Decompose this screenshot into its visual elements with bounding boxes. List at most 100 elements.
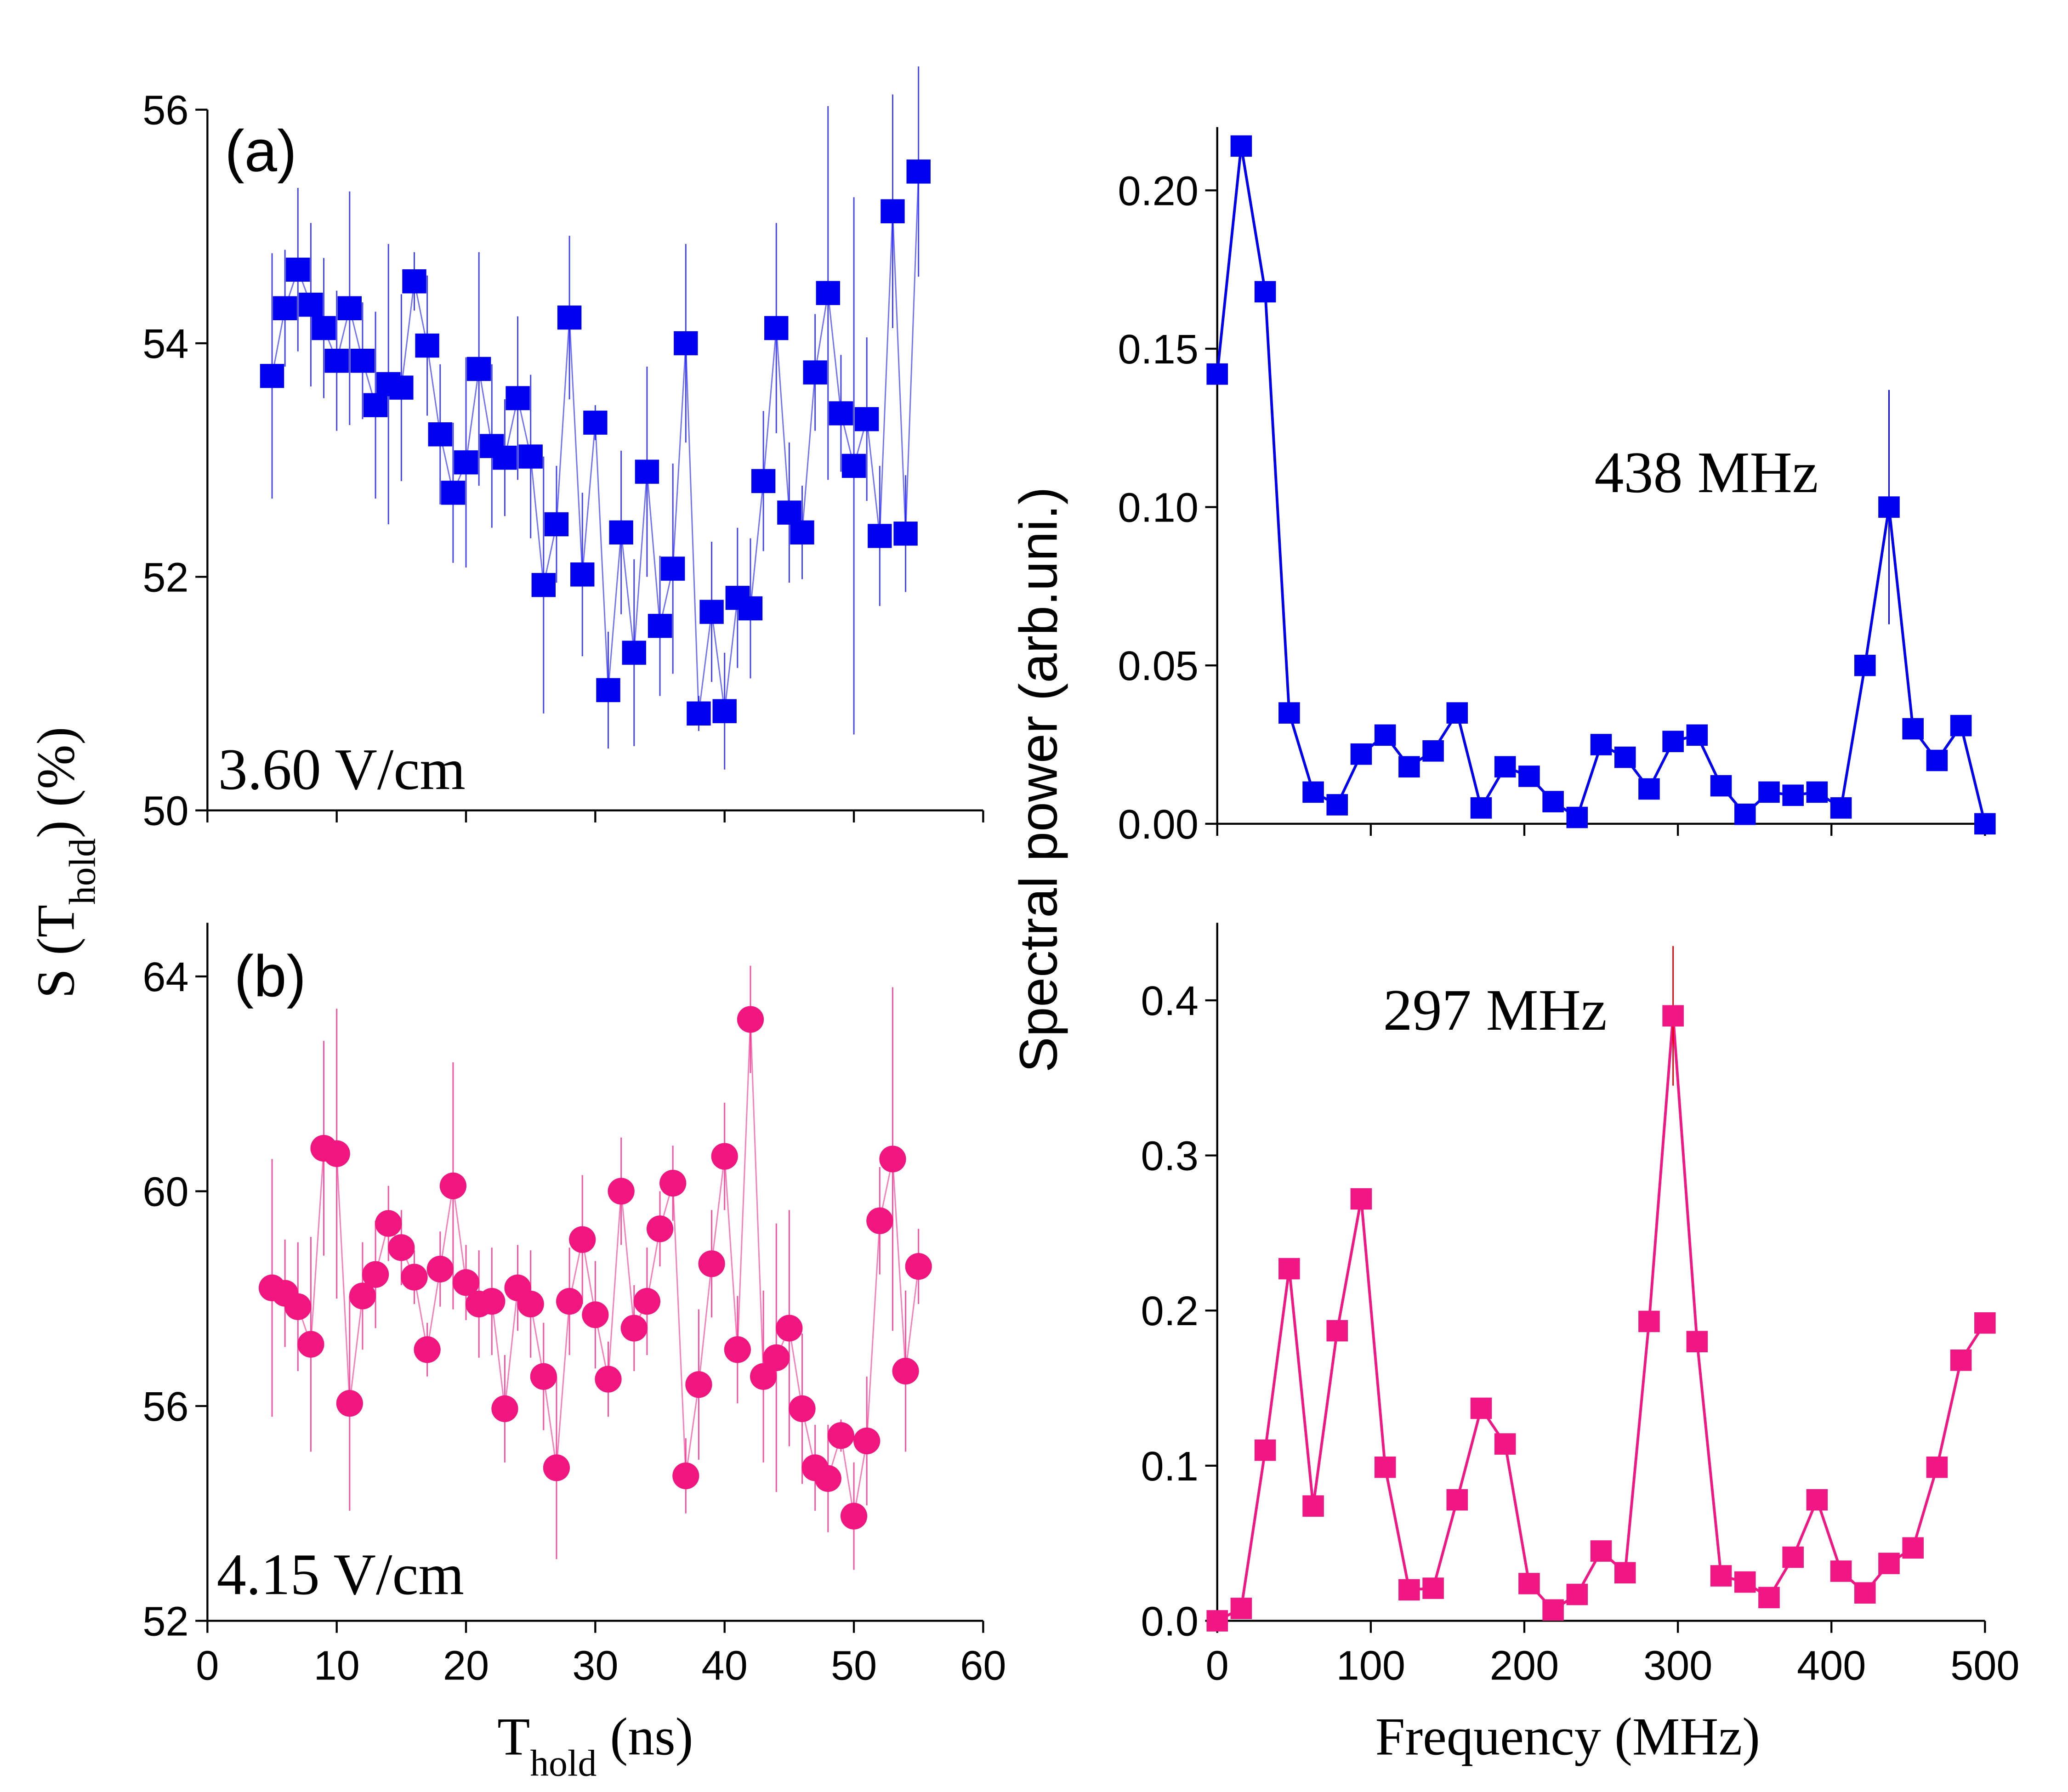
marker (763, 1344, 790, 1371)
annotation: 4.15 V/cm (217, 1542, 464, 1607)
marker (389, 375, 414, 400)
axis-label-sub: hold (530, 1742, 597, 1784)
marker (260, 363, 284, 388)
marker (1974, 813, 1996, 835)
marker (1830, 797, 1852, 819)
marker (426, 1255, 454, 1283)
marker (672, 1462, 699, 1490)
marker (350, 348, 375, 373)
y-tick-label: 54 (142, 321, 188, 367)
marker (1902, 1537, 1924, 1559)
marker (1686, 724, 1708, 746)
marker (841, 454, 866, 478)
marker (1470, 797, 1492, 819)
marker (674, 331, 698, 356)
marker (388, 1234, 415, 1261)
marker (827, 1422, 855, 1449)
annotation: (a) (225, 119, 296, 184)
y-tick-label: 0.2 (1141, 1288, 1199, 1334)
axis-label-text: S (T (26, 905, 85, 998)
marker (1758, 781, 1780, 803)
marker (1542, 791, 1564, 812)
marker (1782, 1546, 1804, 1568)
marker (724, 1336, 751, 1363)
marker (1590, 1540, 1612, 1562)
axis-label: Frequency (MHz) (1375, 1707, 1760, 1767)
marker (1902, 718, 1924, 740)
marker (544, 512, 569, 537)
marker (1230, 135, 1252, 157)
x-tick-label: 500 (1950, 1643, 2020, 1689)
annotation: (b) (234, 943, 307, 1009)
marker (583, 410, 608, 435)
axis-label-text: ) (%) (26, 727, 85, 838)
marker (1518, 766, 1540, 787)
marker (557, 305, 582, 330)
marker (454, 450, 478, 475)
y-tick-label: 0.3 (1141, 1133, 1199, 1180)
marker (1662, 731, 1684, 752)
marker (441, 481, 466, 505)
marker (789, 1395, 816, 1422)
marker (299, 292, 323, 317)
annotation: 3.60 V/cm (218, 737, 466, 802)
marker (466, 357, 491, 381)
marker (1734, 1571, 1756, 1593)
y-tick-label: 56 (142, 1384, 188, 1430)
marker (1278, 1258, 1300, 1280)
marker (336, 1390, 363, 1417)
marker (1374, 724, 1396, 746)
marker (1254, 1439, 1276, 1461)
marker (569, 1226, 596, 1253)
marker (531, 573, 556, 597)
x-tick-label: 40 (702, 1643, 748, 1689)
marker (1398, 756, 1420, 778)
y-tick-label: 0.0 (1141, 1598, 1199, 1645)
marker (337, 296, 362, 320)
axis-label-sub: hold (61, 838, 103, 905)
marker (712, 699, 737, 723)
marker (1206, 363, 1228, 385)
marker (1374, 1456, 1396, 1478)
marker (1542, 1599, 1564, 1621)
marker (1614, 746, 1636, 768)
marker (879, 1146, 906, 1173)
marker (506, 386, 530, 410)
marker (1398, 1579, 1420, 1601)
marker (363, 393, 388, 417)
marker (776, 1315, 803, 1342)
marker (1494, 756, 1516, 778)
marker (608, 1178, 635, 1205)
x-tick-label: 0 (196, 1643, 219, 1689)
marker (1278, 702, 1300, 724)
marker (1662, 1005, 1684, 1027)
marker (622, 641, 646, 665)
marker (415, 333, 439, 358)
marker (1734, 803, 1756, 825)
marker (1710, 1565, 1732, 1587)
marker (1326, 1320, 1348, 1342)
marker (517, 1290, 544, 1318)
marker (428, 422, 452, 447)
marker (1950, 1349, 1972, 1371)
marker (570, 562, 595, 587)
x-tick-label: 300 (1643, 1643, 1713, 1689)
marker (1782, 784, 1804, 806)
marker (1566, 1583, 1588, 1605)
marker (1350, 743, 1372, 765)
marker (1926, 749, 1948, 771)
marker (738, 596, 763, 621)
marker (452, 1269, 480, 1296)
marker (646, 1215, 674, 1242)
marker (814, 1465, 841, 1492)
marker (866, 1207, 893, 1234)
marker (286, 257, 310, 282)
marker (1830, 1560, 1852, 1582)
marker (1494, 1433, 1516, 1455)
marker (1518, 1573, 1540, 1594)
marker (493, 445, 517, 470)
marker (1230, 1598, 1252, 1619)
marker (1878, 1553, 1900, 1574)
x-tick-label: 400 (1797, 1643, 1866, 1689)
